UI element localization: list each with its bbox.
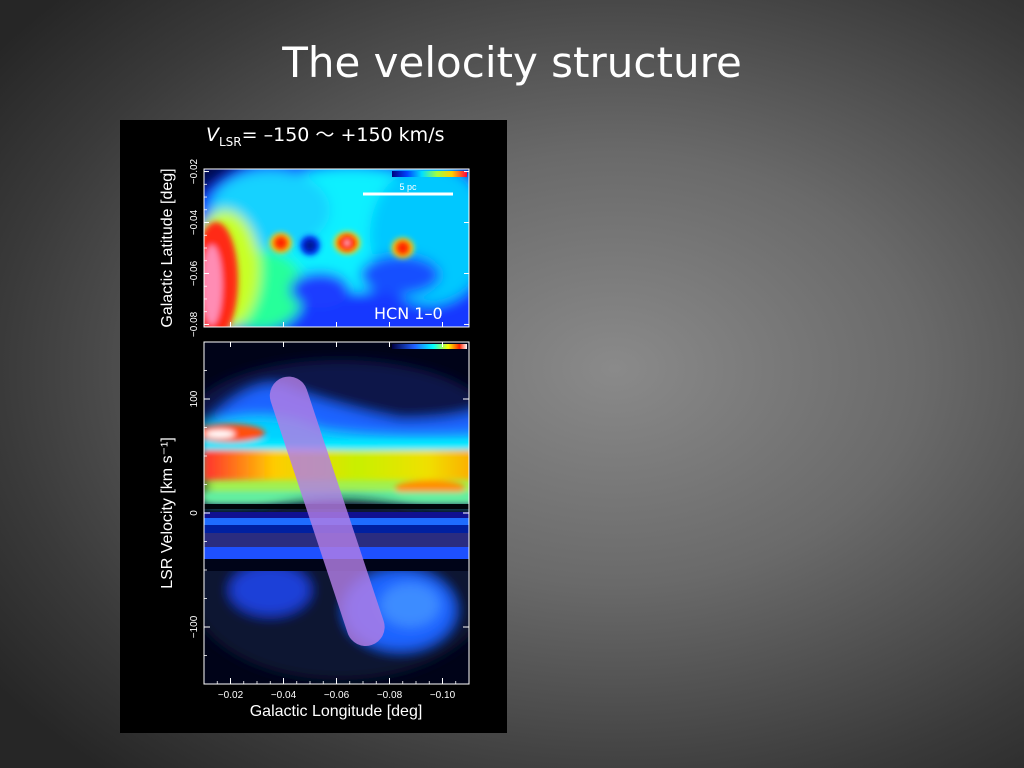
bottom-ylabel: LSR Velocity [km s⁻¹] [159,437,176,589]
emission-peak [343,238,352,247]
bottom-xtick-label: −0.04 [271,690,297,701]
top-ylabel: Galactic Latitude [deg] [159,168,176,327]
header-subscript: LSR [219,135,242,149]
top-colorbar [392,171,467,177]
bottom-xtick-label: −0.08 [377,690,403,701]
hcn-label: HCN 1–0 [374,304,443,323]
slide-title: The velocity structure [282,38,742,87]
top-ytick-label: −0.08 [189,311,200,337]
bottom-panel-image [204,342,469,684]
velocity-gradient-band [269,376,385,646]
velocity-gradient-band-line [269,376,385,646]
top-panel-image [204,169,469,327]
emission-peak [395,241,410,255]
bottom-xtick-label: −0.02 [218,690,244,701]
header-range: = –150 〜 +150 km/s [242,124,445,146]
scalebar-label: 5 pc [399,182,417,192]
bottom-xtick-label: −0.10 [430,690,456,701]
top-peaks-group [269,231,414,258]
bottom-yticks-group: 100 0 −100 [189,341,469,685]
bottom-xtick-label: −0.06 [324,690,350,701]
figure-header: VLSR= –150 〜 +150 km/s [206,124,444,149]
top-yticks-group: −0.02 −0.04 −0.06 −0.08 [189,158,469,337]
top-ytick-label: −0.04 [189,209,200,235]
bottom-ytick-label: 100 [189,390,200,407]
top-ytick-label: −0.06 [189,260,200,286]
header-v-symbol: V [206,124,221,146]
emission-peak [304,239,316,252]
figure-panel: VLSR= –150 〜 +150 km/s 5 pc HCN 1–0 −0.0… [120,120,507,733]
bottom-xlabel: Galactic Longitude [deg] [250,703,423,720]
bottom-colorbar [392,344,467,349]
bottom-xticks-group: −0.02 −0.04 −0.06 −0.08 −0.10 [203,322,457,701]
top-ytick-label: −0.02 [189,158,200,184]
bottom-ytick-label: 0 [189,510,200,516]
bottom-ytick-label: −100 [189,615,200,638]
emission-peak [273,235,288,250]
pv-figure-svg: VLSR= –150 〜 +150 km/s 5 pc HCN 1–0 −0.0… [159,124,470,720]
